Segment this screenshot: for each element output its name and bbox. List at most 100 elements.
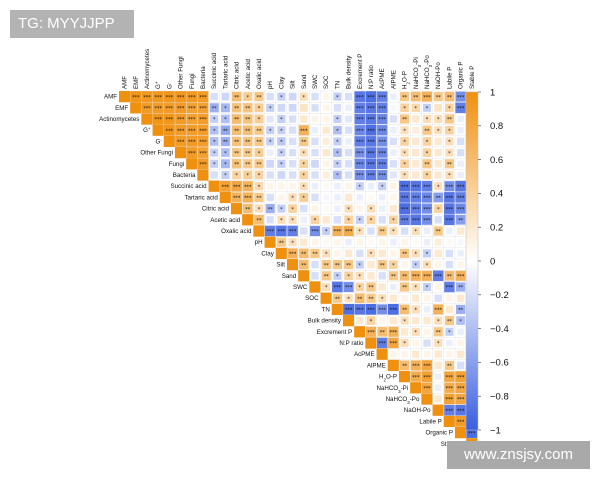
cell-4-10 [231,136,242,147]
cell-2-9 [221,114,230,124]
cell-0-10 [231,91,242,102]
cell-stars: * [359,229,362,235]
cell-6-23 [376,158,388,170]
cell-8-29 [444,181,455,192]
row-label-organic-p: Organic P [425,430,453,437]
cell-9-29 [444,192,455,203]
cell-3-17 [311,126,319,134]
cell-25-30 [455,371,466,382]
cell-1-1 [130,102,142,114]
cell-6-6 [186,158,198,170]
cell-stars: *** [457,408,465,414]
col-label-gminus: G- [165,82,174,89]
cell-stars: *** [457,420,465,426]
row-label-gminus: G- [155,137,162,146]
cell-8-22 [367,182,375,190]
cell-stars: *** [412,196,420,202]
cell-stars: * [291,207,294,213]
cell-stars: *** [356,162,364,168]
cell-stars: *** [154,106,162,112]
col-label-acpme: AcPME [379,68,386,89]
cell-9-16 [299,192,309,202]
cell-stars: *** [457,274,465,280]
cell-7-22 [365,169,377,181]
cell-14-14 [275,247,287,259]
col-label-silt: Silt [290,80,297,89]
cell-10-13 [265,204,275,214]
cell-stars: ** [458,218,464,224]
cell-1-8 [209,103,219,113]
cell-stars: *** [188,106,196,112]
cell-4-24 [389,137,398,146]
cell-1-17 [311,104,319,112]
cell-stars: * [303,173,306,179]
cell-10-10 [231,203,243,215]
cell-stars: * [224,117,227,123]
cell-6-19 [333,159,342,168]
cell-stars: ** [447,95,453,101]
cell-9-30 [455,192,466,203]
cell-stars: *** [401,207,409,213]
cell-13-15 [288,238,297,247]
cell-stars: *** [446,285,454,291]
cell-stars: *** [356,173,364,179]
cell-5-24 [390,149,397,156]
cell-0-30 [455,91,466,102]
cell-5-17 [311,148,319,157]
cell-stars: * [303,95,306,101]
cell-stars: ** [335,296,341,302]
cell-2-19 [333,114,342,124]
cell-stars: * [403,173,406,179]
cell-5-9 [221,148,230,157]
cell-stars: *** [423,207,431,213]
cell-3-5 [175,124,187,136]
cell-stars: *** [199,151,207,157]
cell-stars: ** [458,308,464,314]
cell-stars: * [347,218,350,224]
cell-stars: * [280,117,283,123]
cell-stars: *** [356,140,364,146]
cell-stars: * [247,95,250,101]
cell-3-21 [354,125,365,136]
col-label-nahco-po: NaHCO3-Po [424,55,433,89]
cell-12-24 [389,226,398,236]
cell-14-18 [322,249,331,258]
cell-13-30 [457,239,464,246]
cell-stars: * [280,128,283,134]
cell-3-22 [365,124,377,136]
cell-stars: ** [413,95,419,101]
col-label-tartaric-acid: Tartaric acid [222,55,229,89]
cell-stars: * [437,319,440,325]
cell-stars: * [415,285,418,291]
cell-stars: ** [402,95,408,101]
cell-23-29 [446,350,453,358]
cell-20-27 [423,316,431,325]
cell-12-30 [456,227,465,235]
cell-stars: *** [356,95,364,101]
cell-stars: *** [457,196,465,202]
cell-stars: * [437,117,440,123]
cell-20-23 [378,317,386,324]
cell-stars: *** [468,431,476,437]
cell-13-21 [356,238,364,246]
cell-stars: *** [423,375,431,381]
cell-stars: * [336,117,339,123]
cell-10-28 [433,204,443,213]
cell-9-9 [219,191,231,203]
cell-stars: ** [346,263,352,269]
cell-stars: *** [412,218,420,224]
cell-9-10 [231,192,242,203]
cell-stars: *** [334,229,342,235]
cell-stars: * [415,330,418,336]
cell-1-24 [390,104,397,111]
cell-3-6 [186,124,198,136]
cell-15-26 [411,260,420,269]
cell-stars: ** [447,162,453,168]
cell-5-22 [365,147,377,158]
row-label-ho-p: H2O-P [379,374,397,383]
cell-stars: *** [446,184,454,190]
col-label-stable-p: Stable P [469,66,476,89]
cell-stars: ** [234,117,240,123]
cell-stars: *** [356,128,364,134]
cell-11-22 [366,215,376,225]
